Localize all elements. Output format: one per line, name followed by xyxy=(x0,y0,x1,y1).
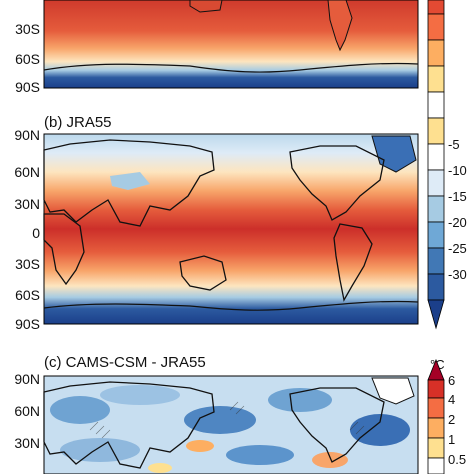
panel-a-antarctica-coast xyxy=(43,62,419,73)
panel-b-lat-30s: 30S xyxy=(15,256,40,272)
panel-b-cb-tick-minus30: -30 xyxy=(448,267,467,282)
panel-b-field xyxy=(43,133,419,325)
panel-c-cb-tick-2: 2 xyxy=(448,412,456,427)
panel-b-eurasia xyxy=(43,139,215,227)
panel-b-cb-tick-minus5: -5 xyxy=(448,137,460,152)
panel-b-lat-30n: 30N xyxy=(14,196,40,212)
panel-c-cb-tick-4: 4 xyxy=(448,392,456,407)
panel-c-eurasia xyxy=(43,381,215,469)
panel-c-north-america xyxy=(289,387,385,463)
panel-a-lat-90s: 90S xyxy=(15,79,40,95)
panel-b-cb-tick-minus15: -15 xyxy=(448,189,467,204)
panel-b-title: (b) JRA55 xyxy=(44,114,112,131)
panel-c-lat-30n: 30N xyxy=(14,435,40,451)
panel-c-cb-tick-6: 6 xyxy=(448,373,456,388)
panel-b-north-america xyxy=(289,145,385,221)
panel-b-south-america xyxy=(333,223,373,302)
panel-c-cb-tick-0-5: 0.5 xyxy=(448,452,467,467)
panel-c-cb-tick-1: 1 xyxy=(448,432,456,447)
panel-c-lat-90n: 90N xyxy=(14,371,40,387)
panel-c-lat-60n: 60N xyxy=(14,403,40,419)
panel-b-africa xyxy=(43,213,85,286)
panel-b-antarctica-coast xyxy=(43,300,419,311)
panel-b-lat-60n: 60N xyxy=(14,164,40,180)
panel-a-australia xyxy=(189,0,223,13)
panel-b-lat-0: 0 xyxy=(32,225,40,241)
panel-b-australia xyxy=(179,255,227,291)
panel-a-field xyxy=(43,0,419,89)
panel-b-lat-90s: 90S xyxy=(15,316,40,332)
panel-b-lat-90n: 90N xyxy=(14,127,40,143)
panel-a-lat-60s: 60S xyxy=(15,51,40,67)
panel-a-south-america xyxy=(327,0,353,52)
panel-b-lat-60s: 60S xyxy=(15,287,40,303)
panel-b-cb-tick-minus25: -25 xyxy=(448,241,467,256)
panel-b-cb-tick-minus20: -20 xyxy=(448,215,467,230)
panel-c-title: (c) CAMS-CSM - JRA55 xyxy=(44,354,206,371)
panel-b-tibet xyxy=(110,172,150,190)
panel-b-cb-tick-minus10: -10 xyxy=(448,163,467,178)
panel-a-lat-30s: 30S xyxy=(15,21,40,37)
